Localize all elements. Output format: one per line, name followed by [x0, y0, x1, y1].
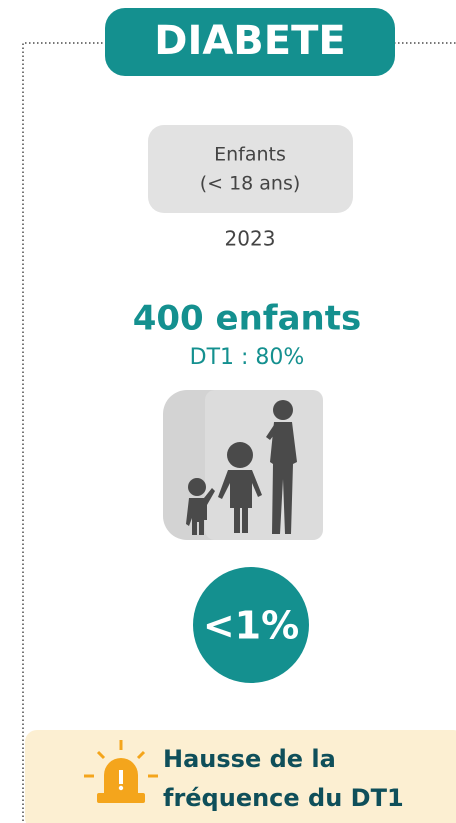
group-line: Enfants	[214, 144, 286, 166]
group-line: (< 18 ans)	[200, 173, 301, 195]
dotted-frame	[22, 42, 456, 823]
alert-line: Hausse de la	[163, 745, 336, 773]
count: 400 enfants	[133, 299, 362, 339]
title: DIABETE	[154, 18, 345, 64]
alert-icon	[84, 740, 158, 803]
year: 2023	[225, 227, 276, 251]
title-pill	[105, 8, 395, 76]
alert-line: fréquence du DT1	[163, 784, 404, 812]
family-image	[163, 390, 323, 540]
group-box	[148, 125, 353, 213]
share-circle	[193, 567, 309, 683]
subtype: DT1 : 80%	[190, 345, 305, 370]
share: <1%	[203, 604, 299, 648]
